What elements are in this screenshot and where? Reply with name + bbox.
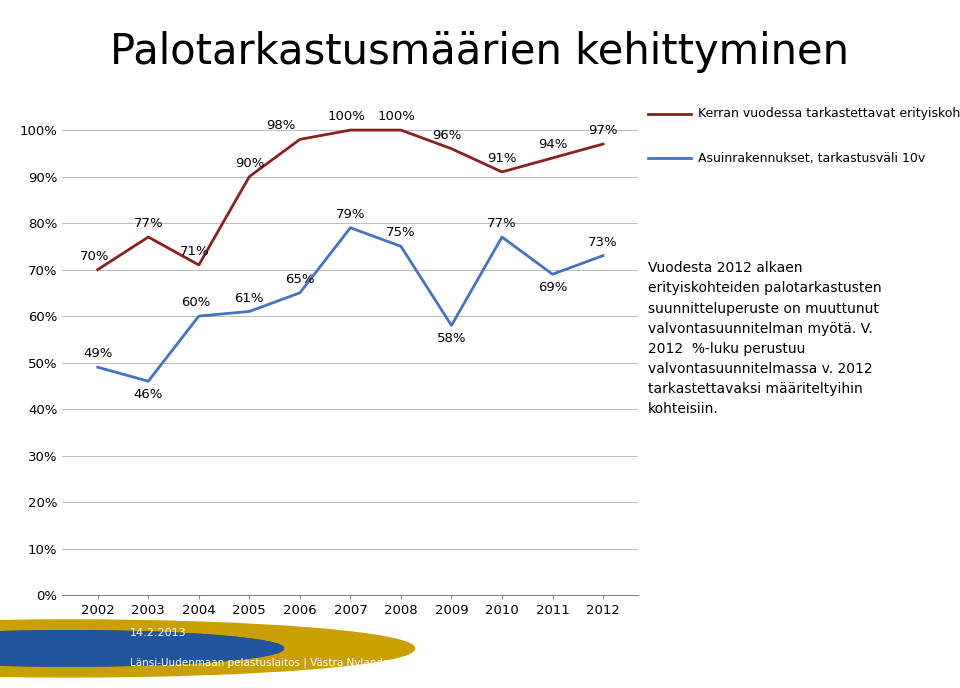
Text: Palotarkastusmäärien kehittyminen: Palotarkastusmäärien kehittyminen bbox=[110, 31, 850, 73]
Text: Länsi-Uudenmaan pelastuslaitos | Västra Nylands räddningsverk | Länsi-Uusimaa De: Länsi-Uudenmaan pelastuslaitos | Västra … bbox=[130, 658, 726, 668]
Text: 94%: 94% bbox=[538, 138, 567, 151]
Text: 70%: 70% bbox=[81, 250, 109, 263]
Text: Vuodesta 2012 alkaen
erityiskohteiden palotarkastusten
suunnitteluperuste on muu: Vuodesta 2012 alkaen erityiskohteiden pa… bbox=[648, 261, 881, 416]
Text: 60%: 60% bbox=[181, 296, 211, 309]
Text: Asuinrakennukset, tarkastusväli 10v: Asuinrakennukset, tarkastusväli 10v bbox=[698, 152, 925, 164]
Text: 97%: 97% bbox=[588, 124, 618, 137]
Text: Kerran vuodessa tarkastettavat erityiskohteet: Kerran vuodessa tarkastettavat erityisko… bbox=[698, 107, 960, 120]
Text: 75%: 75% bbox=[386, 226, 416, 239]
Text: 14.2.2013: 14.2.2013 bbox=[865, 627, 922, 638]
Text: 14.2.2013: 14.2.2013 bbox=[130, 627, 186, 638]
Text: 90%: 90% bbox=[234, 157, 264, 170]
Text: 91%: 91% bbox=[488, 152, 516, 165]
Circle shape bbox=[0, 631, 283, 666]
Text: 58%: 58% bbox=[437, 332, 467, 345]
Text: 79%: 79% bbox=[336, 208, 365, 221]
Text: 96%: 96% bbox=[433, 129, 462, 142]
Text: 61%: 61% bbox=[234, 292, 264, 305]
Text: 100%: 100% bbox=[378, 110, 416, 123]
Text: 77%: 77% bbox=[487, 217, 516, 230]
Circle shape bbox=[0, 620, 415, 677]
Text: 10: 10 bbox=[909, 656, 926, 669]
Text: 49%: 49% bbox=[84, 347, 112, 361]
Text: 100%: 100% bbox=[327, 110, 365, 123]
Text: 73%: 73% bbox=[588, 236, 618, 248]
Text: 77%: 77% bbox=[133, 217, 163, 230]
Text: 71%: 71% bbox=[180, 245, 209, 258]
Text: 98%: 98% bbox=[266, 120, 295, 132]
Circle shape bbox=[0, 629, 304, 668]
Text: 69%: 69% bbox=[538, 281, 567, 294]
Text: 65%: 65% bbox=[285, 273, 315, 286]
Circle shape bbox=[0, 631, 283, 666]
Text: 46%: 46% bbox=[133, 387, 163, 400]
